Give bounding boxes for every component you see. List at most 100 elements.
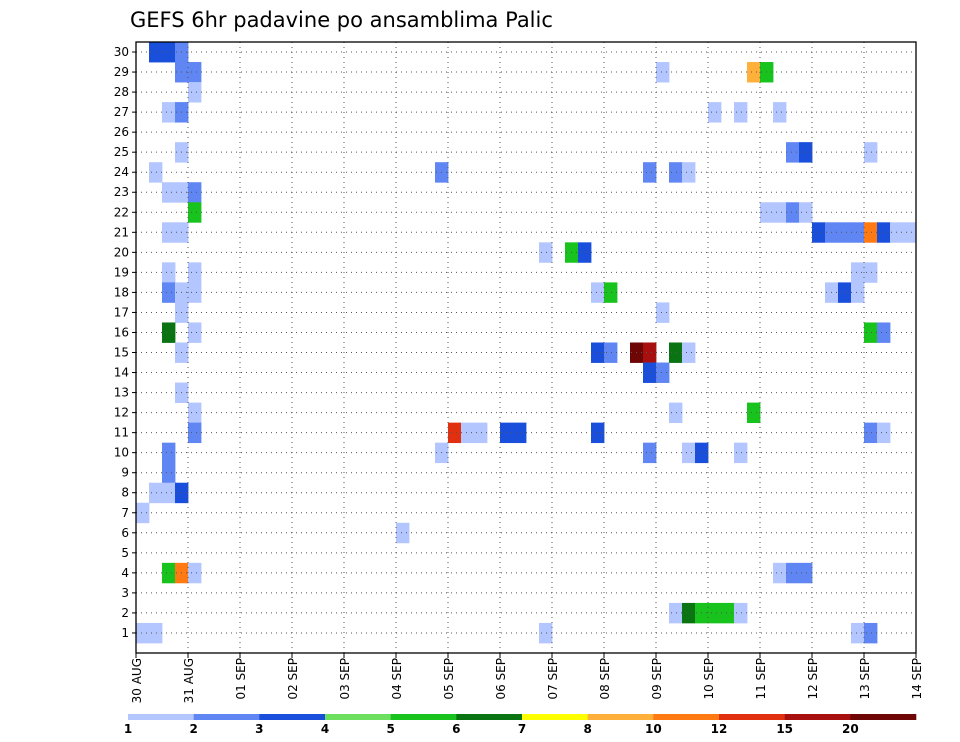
colorbar-swatch xyxy=(128,714,194,720)
heatmap-cell xyxy=(812,222,826,243)
y-tick-label: 22 xyxy=(114,205,129,219)
heatmap-cell xyxy=(188,322,202,343)
x-tick-label: 09 SEP xyxy=(650,658,664,700)
heatmap-cell xyxy=(773,202,787,223)
heatmap-cell xyxy=(162,442,176,464)
colorbar-swatch xyxy=(193,714,260,720)
heatmap-cell xyxy=(669,342,683,363)
heatmap-cell xyxy=(721,602,735,624)
heatmap-cell xyxy=(656,362,670,383)
heatmap-cell xyxy=(799,142,813,163)
colorbar-label: 15 xyxy=(776,722,793,736)
grid-lines xyxy=(136,42,916,653)
y-tick-label: 5 xyxy=(121,546,129,560)
y-tick-label: 13 xyxy=(114,386,129,400)
y-tick-label: 17 xyxy=(114,305,129,319)
heatmap-cell xyxy=(682,442,696,464)
x-tick-label: 12 SEP xyxy=(806,658,820,700)
heatmap-cell xyxy=(188,262,202,283)
y-tick-label: 19 xyxy=(114,265,129,279)
heatmap-cell xyxy=(162,102,176,123)
heatmap-cell xyxy=(136,622,150,644)
y-tick-label: 15 xyxy=(114,346,129,360)
heatmap-cell xyxy=(799,562,813,584)
heatmap-cell xyxy=(591,342,605,363)
heatmap-cell xyxy=(708,102,722,123)
heatmap-cell xyxy=(851,262,865,283)
colorbar-label: 20 xyxy=(842,722,859,736)
heatmap-cell xyxy=(162,182,176,203)
heatmap-cell xyxy=(682,602,696,624)
colorbar-swatch xyxy=(850,714,917,720)
heatmap-cell xyxy=(136,502,150,524)
colorbar-swatch xyxy=(653,714,720,720)
x-tick-label: 11 SEP xyxy=(754,658,768,700)
heatmap-cell xyxy=(188,182,202,203)
heatmap-cell xyxy=(162,482,176,504)
x-tick-label: 30 AUG xyxy=(130,658,144,703)
colorbar-swatch xyxy=(259,714,326,720)
heatmap-cell xyxy=(162,562,176,584)
y-tick-label: 29 xyxy=(114,65,129,79)
heatmap-cell xyxy=(864,222,878,243)
y-tick-label: 9 xyxy=(121,466,129,480)
colorbar-label: 6 xyxy=(452,722,460,736)
heatmap-cell xyxy=(786,142,800,163)
heatmap-cell xyxy=(539,622,553,644)
heatmap-cell xyxy=(162,322,176,343)
heatmap-cell xyxy=(773,562,787,584)
heatmap-cell xyxy=(708,602,722,624)
heatmap-cell xyxy=(747,62,761,83)
y-tick-label: 12 xyxy=(114,406,129,420)
heatmap-cell xyxy=(474,422,488,444)
heatmap-cell xyxy=(799,202,813,223)
heatmap-cell xyxy=(643,442,657,464)
y-tick-label: 2 xyxy=(121,606,129,620)
x-tick-label: 07 SEP xyxy=(546,658,560,700)
heatmap-cell xyxy=(188,82,202,103)
colorbar: 1 2 3 4 5 6 7 8 10 12 15 20 xyxy=(124,714,917,736)
heatmap-cell xyxy=(578,242,592,263)
heatmap-cell xyxy=(149,482,163,504)
y-tick-label: 4 xyxy=(121,566,129,580)
heatmap-cell xyxy=(734,442,748,464)
y-axis: 1234567891011121314151617181920212223242… xyxy=(114,45,136,640)
colorbar-label: 10 xyxy=(645,722,662,736)
heatmap-cell xyxy=(188,202,202,223)
x-tick-label: 01 SEP xyxy=(234,658,248,700)
y-tick-label: 25 xyxy=(114,145,129,159)
colorbar-label: 1 xyxy=(124,722,132,736)
y-tick-label: 26 xyxy=(114,125,129,139)
heatmap-cell xyxy=(864,262,878,283)
colorbar-swatch xyxy=(325,714,391,720)
heatmap-cell xyxy=(903,222,917,243)
heatmap-cell xyxy=(149,162,163,183)
x-tick-label: 13 SEP xyxy=(858,658,872,700)
heatmap-cell xyxy=(864,622,878,644)
y-tick-label: 24 xyxy=(114,165,129,179)
heatmap-cell xyxy=(188,62,202,83)
heatmap-cell xyxy=(188,402,202,424)
heatmap-cell xyxy=(604,342,618,363)
heatmap-cell xyxy=(734,102,748,123)
heatmap-cell xyxy=(188,422,202,444)
heatmap-cell xyxy=(747,402,761,424)
y-tick-label: 6 xyxy=(121,526,129,540)
heatmap-cell xyxy=(877,422,891,444)
colorbar-swatch xyxy=(587,714,654,720)
y-tick-label: 7 xyxy=(121,506,129,520)
colorbar-label: 8 xyxy=(583,722,591,736)
y-tick-label: 14 xyxy=(114,366,129,380)
x-tick-label: 05 SEP xyxy=(442,658,456,700)
x-tick-label: 14 SEP xyxy=(910,658,924,700)
x-tick-label: 03 SEP xyxy=(338,658,352,700)
heatmap-cell xyxy=(643,362,657,383)
heatmap-cell xyxy=(396,522,410,544)
plot-frame xyxy=(135,41,917,654)
heatmap-cell xyxy=(838,222,852,243)
y-tick-label: 21 xyxy=(114,225,129,239)
heatmap-cell xyxy=(877,322,891,343)
heatmap-cell xyxy=(149,622,163,644)
heatmap-cell xyxy=(786,202,800,223)
heatmap-cell xyxy=(669,162,683,183)
